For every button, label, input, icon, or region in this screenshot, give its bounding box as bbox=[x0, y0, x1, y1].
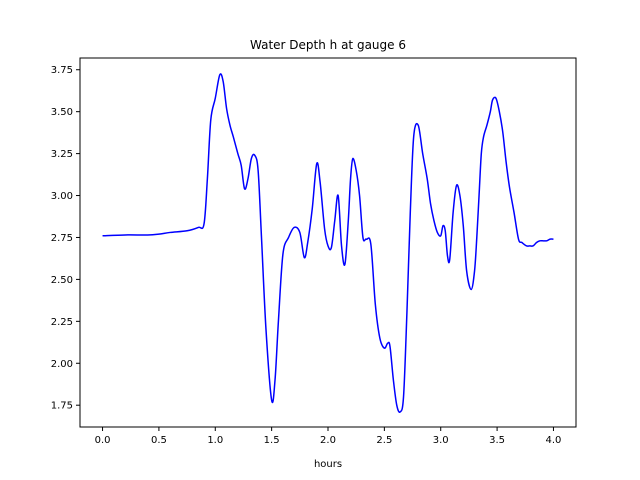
y-tick-label: 2.50 bbox=[51, 275, 73, 286]
y-tick-label: 1.75 bbox=[51, 401, 73, 412]
x-tick-label: 0.0 bbox=[95, 435, 111, 446]
x-tick-label: 1.5 bbox=[264, 435, 280, 446]
x-tick-label: 3.0 bbox=[433, 435, 449, 446]
x-tick-label: 2.5 bbox=[376, 435, 392, 446]
y-tick-label: 3.75 bbox=[51, 65, 73, 76]
series-line-0 bbox=[102, 73, 554, 413]
chart-title: Water Depth h at gauge 6 bbox=[250, 38, 406, 52]
y-tick-label: 3.25 bbox=[51, 149, 73, 160]
x-tick-label: 3.5 bbox=[489, 435, 505, 446]
x-tick-label: 4.0 bbox=[546, 435, 562, 446]
y-tick-label: 2.25 bbox=[51, 317, 73, 328]
plot-area bbox=[102, 73, 554, 413]
y-tick-label: 2.75 bbox=[51, 233, 73, 244]
y-tick-label: 3.50 bbox=[51, 107, 73, 118]
x-tick-label: 2.0 bbox=[320, 435, 336, 446]
x-tick-label: 0.5 bbox=[151, 435, 167, 446]
y-tick-label: 3.00 bbox=[51, 191, 73, 202]
y-tick-label: 2.00 bbox=[51, 359, 73, 370]
x-axis-label: hours bbox=[314, 459, 342, 470]
x-tick-label: 1.0 bbox=[207, 435, 223, 446]
